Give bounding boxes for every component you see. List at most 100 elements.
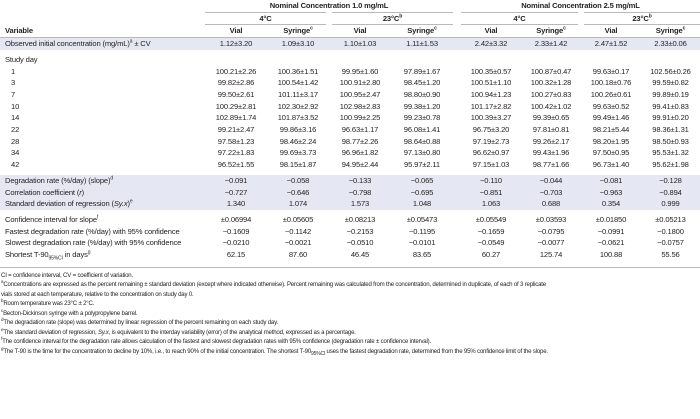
study-day-row: 10 100.29±2.81 102.30±2.92 102.98±2.83 99.38… — [0, 101, 700, 113]
value-cell: 100.88 — [599, 250, 623, 260]
value-cell: 99.43±1.96 — [532, 148, 570, 158]
value-cell: 1.12±3.20 — [205, 37, 267, 50]
value-cell: −0.128 — [641, 174, 700, 187]
spacer — [453, 237, 461, 249]
value-cell: 95.53±1.32 — [652, 148, 689, 158]
study-day: 22 — [11, 125, 20, 135]
value-cell: ±0.01850 — [595, 214, 627, 224]
col-header-syringe: Syringec — [407, 25, 437, 36]
value-cell: −0.1142 — [284, 226, 312, 236]
row-label: Slowest degradation rate (%/day) with 95… — [5, 238, 182, 248]
spacer — [453, 249, 461, 261]
temp-header-4c: 4°C — [205, 12, 329, 26]
value-cell: 99.91±0.20 — [652, 113, 689, 123]
row-label: Observed initial concentration (mg/mL)a … — [0, 37, 205, 50]
spacer — [453, 159, 461, 171]
value-cell: 99.26±2.17 — [532, 136, 570, 146]
study-day: 28 — [11, 136, 20, 146]
value-cell: 95.97±2.11 — [404, 160, 440, 170]
value-cell: 100.32±1.28 — [530, 78, 572, 88]
value-cell: 99.49±1.46 — [592, 113, 630, 123]
value-cell: 102.56±0.26 — [650, 66, 691, 76]
value-cell: 100.29±2.81 — [215, 101, 257, 111]
spacer — [453, 77, 461, 89]
value-cell: 98.45±1.20 — [403, 78, 441, 88]
value-cell: 99.59±0.82 — [652, 78, 689, 88]
value-cell: 97.89±1.67 — [403, 66, 441, 76]
spacer — [453, 124, 461, 136]
footnote-f: fThe confidence interval for the degrada… — [1, 336, 431, 346]
value-cell: −0.133 — [329, 174, 391, 187]
value-cell: −0.963 — [581, 186, 641, 199]
value-cell: 98.20±1.95 — [592, 136, 630, 146]
col-header-vial: Vial — [484, 26, 498, 36]
value-cell: −0.0549 — [477, 238, 505, 248]
value-cell: −0.1609 — [222, 226, 250, 236]
value-cell: 98.77±1.66 — [532, 160, 570, 170]
value-cell: 101.17±2.82 — [470, 101, 512, 111]
study-day-row: 22 99.21±2.47 99.86±3.16 96.63±1.17 96.08±1.… — [0, 124, 700, 136]
study-day: 1 — [11, 66, 16, 76]
spacer — [453, 198, 461, 210]
value-cell: 98.80±0.90 — [403, 89, 441, 99]
confidence-row: Slowest degradation rate (%/day) with 95… — [0, 237, 700, 249]
value-cell: 1.11±1.53 — [391, 37, 453, 50]
value-cell: 99.41±0.83 — [652, 101, 689, 111]
value-cell: 98.64±0.88 — [403, 136, 441, 146]
value-cell: −0.044 — [521, 174, 581, 187]
row-label: Confidence interval for slopef — [5, 214, 99, 224]
value-cell: 97.22±1.83 — [217, 148, 255, 158]
value-cell: −0.0991 — [597, 226, 625, 236]
value-cell: −0.1800 — [657, 226, 684, 236]
value-cell: 96.96±1.82 — [341, 148, 379, 158]
study-day-row: 7 99.50±2.61 101.11±3.17 100.95±2.47 98.80±0… — [0, 89, 700, 101]
stability-table: Nominal Concentration 1.0 mg/mL Nominal … — [0, 0, 700, 261]
value-cell: ±0.03593 — [535, 214, 567, 224]
row-label: Shortest T-9095%CI in daysg — [5, 249, 91, 262]
value-cell: 96.52±1.55 — [217, 160, 255, 170]
spacer — [453, 101, 461, 113]
value-cell: −0.0101 — [408, 238, 436, 248]
value-cell: ±0.05213 — [655, 214, 686, 224]
value-cell: 100.27±0.83 — [530, 89, 572, 99]
spacer — [453, 186, 461, 199]
spacer — [453, 174, 461, 187]
value-cell: 97.13±0.80 — [403, 148, 441, 158]
value-cell: −0.894 — [641, 186, 700, 199]
value-cell: 96.73±1.40 — [592, 160, 630, 170]
value-cell: 98.77±2.26 — [341, 136, 379, 146]
value-cell: 100.21±2.26 — [215, 66, 257, 76]
study-day: 42 — [11, 160, 20, 170]
value-cell: 102.98±2.83 — [339, 101, 381, 111]
value-cell: 1.340 — [205, 198, 267, 210]
value-cell: 125.74 — [539, 250, 563, 260]
value-cell: 98.36±1.31 — [652, 125, 689, 135]
confidence-row: Fastest degradation rate (%/day) with 95… — [0, 226, 700, 238]
value-cell: −0.695 — [391, 186, 453, 199]
study-day-row: 3 99.82±2.86 100.54±1.42 100.91±2.80 98.45±1… — [0, 77, 700, 89]
value-cell: 100.94±1.23 — [470, 89, 512, 99]
row-label: Standard deviation of regression (Sy.x)e — [0, 198, 205, 210]
value-cell: 1.573 — [329, 198, 391, 210]
footnotes: CI = confidence interval, CV = coefficie… — [0, 266, 700, 356]
value-cell: −0.0795 — [537, 226, 565, 236]
regression-row: Degradation rate (%/day) (slope)d −0.091−… — [0, 174, 700, 187]
value-cell: −0.0021 — [284, 238, 312, 248]
value-cell: −0.851 — [461, 186, 521, 199]
value-cell: 55.56 — [661, 250, 680, 260]
value-cell: −0.2153 — [346, 226, 374, 236]
value-cell: 100.26±0.61 — [590, 89, 632, 99]
value-cell: 99.95±1.60 — [341, 66, 379, 76]
value-cell: 101.11±3.17 — [278, 89, 318, 99]
value-cell: 60.27 — [481, 250, 501, 260]
value-cell: 1.074 — [267, 198, 329, 210]
value-cell: 1.09±3.10 — [267, 37, 329, 50]
col-header-syringe: Syringec — [283, 25, 313, 36]
value-cell: −0.065 — [391, 174, 453, 187]
spacer — [453, 226, 461, 238]
group-header-1mg: Nominal Concentration 1.0 mg/mL — [205, 0, 453, 13]
col-header-vial: Vial — [229, 26, 243, 36]
value-cell: 97.58±1.23 — [217, 136, 255, 146]
row-label: Correlation coefficient (r) — [0, 186, 205, 199]
value-cell: 100.35±0.57 — [470, 66, 512, 76]
